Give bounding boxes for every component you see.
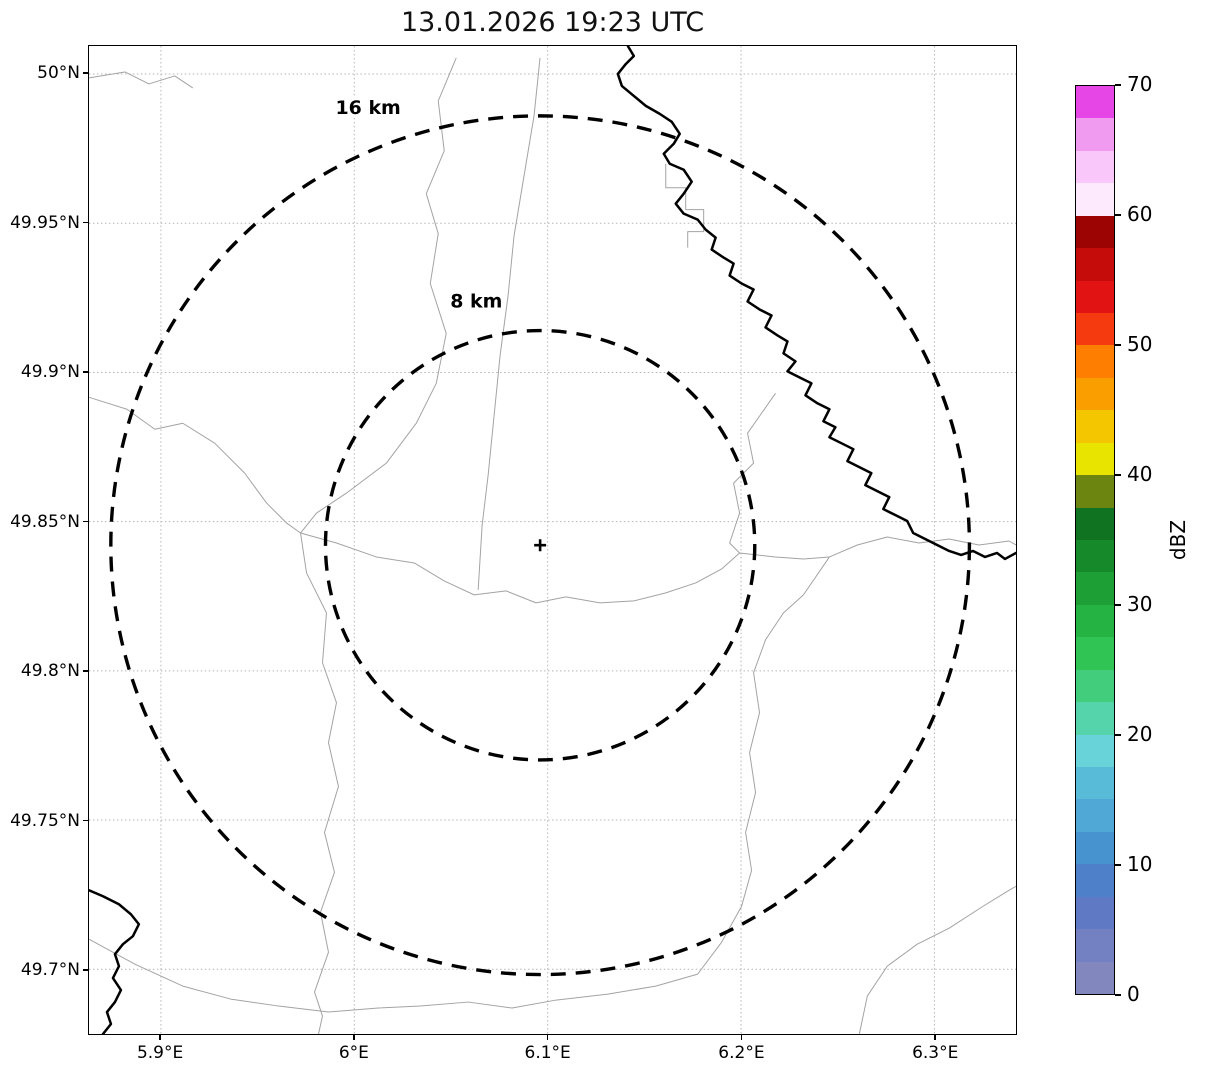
colorbar-segment <box>1076 183 1114 216</box>
colorbar-segment <box>1076 799 1114 832</box>
border-line <box>300 57 457 534</box>
colorbar-tick-label: 60 <box>1127 202 1153 226</box>
colorbar-segment <box>1076 86 1114 119</box>
y-tick-label: 49.85°N <box>10 511 80 532</box>
colorbar-segment <box>1076 734 1114 767</box>
colorbar-segment <box>1076 345 1114 378</box>
colorbar-segment <box>1076 540 1114 573</box>
colorbar-segment <box>1076 702 1114 735</box>
colorbar-tick-label: 10 <box>1127 852 1153 876</box>
y-tick-label: 49.8°N <box>20 661 80 682</box>
x-tick-mark <box>159 1035 161 1040</box>
colorbar-segment <box>1076 961 1114 994</box>
colorbar-tick-mark <box>1115 344 1121 346</box>
y-tick-mark <box>83 72 88 74</box>
border-line <box>420 536 1016 1009</box>
x-tick-label: 5.9°E <box>136 1043 184 1063</box>
x-tick-label: 6.3°E <box>912 1043 959 1063</box>
x-tick-mark <box>740 1035 743 1040</box>
range-ring-label: 8 km <box>450 290 502 312</box>
colorbar-segment <box>1076 442 1114 476</box>
colorbar-segment <box>1076 280 1114 313</box>
y-tick-mark <box>83 969 88 971</box>
x-tick-label: 6°E <box>338 1043 369 1063</box>
colorbar-segment <box>1076 831 1114 865</box>
y-tick-label: 49.75°N <box>10 810 80 831</box>
y-tick-mark <box>83 221 88 224</box>
colorbar-segment <box>1076 572 1114 605</box>
border-line <box>858 885 1016 1034</box>
y-tick-mark <box>83 670 88 672</box>
colorbar-tick-label: 70 <box>1127 72 1153 96</box>
colorbar-segment <box>1076 896 1114 930</box>
range-ring-label: 16 km <box>335 97 400 119</box>
river-line <box>616 46 1016 561</box>
border-line <box>300 532 830 604</box>
colorbar-segment <box>1076 248 1114 281</box>
range-ring-8km <box>323 328 757 762</box>
colorbar-segment <box>1076 475 1114 508</box>
border-line <box>300 532 339 1034</box>
colorbar-tick-mark <box>1115 734 1121 736</box>
colorbar-segment <box>1076 118 1114 151</box>
colorbar-segment <box>1076 669 1114 703</box>
colorbar-segment <box>1076 507 1114 540</box>
y-tick-label: 49.7°N <box>20 960 80 981</box>
colorbar-tick-label: 50 <box>1127 332 1153 356</box>
colorbar-tick-mark <box>1115 994 1121 996</box>
colorbar-segment <box>1076 929 1114 962</box>
x-tick-label: 6.1°E <box>524 1043 571 1063</box>
colorbar-axis-label: dBZ <box>1166 519 1190 561</box>
y-tick-label: 49.9°N <box>20 362 80 383</box>
border-line <box>729 393 776 554</box>
colorbar-segment <box>1076 377 1114 411</box>
colorbar-scale <box>1076 86 1114 994</box>
colorbar-tick-label: 40 <box>1127 462 1153 486</box>
colorbar-tick-label: 30 <box>1127 592 1153 616</box>
colorbar-segment <box>1076 410 1114 443</box>
colorbar-segment <box>1076 215 1114 249</box>
y-tick-label: 49.95°N <box>10 212 80 233</box>
y-tick-mark <box>83 520 88 523</box>
colorbar <box>1075 85 1115 995</box>
colorbar-segment <box>1076 767 1114 800</box>
border-line <box>89 938 421 1013</box>
colorbar-tick-mark <box>1115 214 1121 216</box>
colorbar-tick-mark <box>1115 84 1121 86</box>
y-tick-label: 50°N <box>37 63 80 84</box>
map-plot: 16 km 8 km <box>88 45 1017 1035</box>
colorbar-tick-mark <box>1115 474 1121 476</box>
colorbar-tick-mark <box>1115 864 1121 866</box>
colorbar-segment <box>1076 150 1114 184</box>
colorbar-tick-label: 0 <box>1127 982 1140 1006</box>
border-line <box>665 163 705 248</box>
colorbar-tick-label: 20 <box>1127 722 1153 746</box>
x-tick-mark <box>546 1035 549 1040</box>
radar-center-marker <box>534 539 547 552</box>
river-line <box>89 889 141 1034</box>
colorbar-tick-mark <box>1115 604 1121 606</box>
y-tick-mark <box>83 819 88 822</box>
x-tick-mark <box>353 1035 355 1040</box>
border-line <box>89 396 301 534</box>
colorbar-segment <box>1076 313 1114 346</box>
border-line <box>477 57 541 590</box>
plot-title: 13.01.2026 19:23 UTC <box>400 7 705 38</box>
x-tick-mark <box>934 1035 936 1040</box>
range-ring-16km <box>109 114 972 977</box>
colorbar-segment <box>1076 864 1114 897</box>
y-tick-mark <box>83 371 88 373</box>
colorbar-segment <box>1076 604 1114 638</box>
colorbar-segment <box>1076 637 1114 670</box>
border-line <box>89 71 194 89</box>
x-tick-label: 6.2°E <box>718 1043 765 1063</box>
map-canvas: 16 km 8 km <box>89 46 1016 1034</box>
